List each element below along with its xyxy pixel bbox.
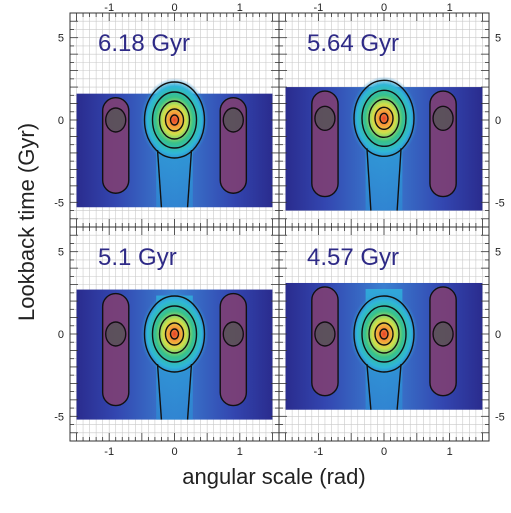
x-tick-label-top: -1: [104, 2, 114, 14]
panel-ticks: [279, 227, 489, 441]
contour-line: [379, 328, 389, 340]
x-axis-title: angular scale (rad): [182, 464, 365, 489]
x-tick-label-top: -1: [313, 2, 323, 14]
panel-title: 5.64 Gyr: [307, 30, 399, 57]
contour-line: [105, 107, 127, 133]
contour-line: [366, 148, 372, 211]
y-tick-label-left: -5: [54, 197, 64, 209]
y-tick-label-right: 5: [495, 33, 501, 45]
side-lobe: [220, 293, 247, 406]
contour-line: [314, 105, 336, 132]
contour-line: [101, 292, 130, 407]
panel-ticks: [279, 13, 489, 227]
x-tick-label-bottom: 1: [447, 446, 453, 458]
panel-1: 6.18 Gyr -1 0 1 5 0 -5: [54, 2, 280, 228]
side-lobe-core: [315, 107, 334, 130]
contour-line: [219, 292, 248, 407]
contour-line: [164, 108, 185, 132]
central-peak: [140, 78, 209, 162]
contour-line: [219, 96, 248, 194]
side-lobe-core: [106, 323, 125, 345]
y-tick-label-left: -5: [54, 411, 64, 423]
x-tick-label-top: 0: [171, 2, 177, 14]
contour-line: [164, 322, 185, 346]
contour-line: [361, 305, 407, 363]
contour-line: [311, 90, 339, 198]
contour-line: [314, 321, 336, 347]
y-tick-label-left: 5: [58, 33, 64, 45]
contour-line: [353, 295, 415, 373]
panel-title: 5.1 Gyr: [98, 244, 177, 271]
contour-line: [143, 81, 206, 159]
central-peak: [140, 292, 209, 376]
panel-ticks: [70, 227, 279, 441]
side-lobe-core: [224, 109, 243, 131]
y-tick-label-right: -5: [495, 197, 505, 209]
panel-title: 6.18 Gyr: [98, 30, 190, 57]
contour-line: [311, 286, 339, 397]
side-lobe-core: [434, 323, 453, 345]
contour-line: [353, 79, 415, 158]
y-tick-label-right: 0: [495, 329, 501, 341]
contour-line: [105, 321, 127, 347]
contour-line: [222, 107, 244, 133]
side-lobe-core: [434, 107, 453, 130]
y-tick-label-right: 5: [495, 247, 501, 259]
contour-line: [151, 91, 198, 149]
contour-line: [374, 322, 394, 346]
contour-line: [429, 286, 457, 397]
central-peak: [350, 292, 418, 376]
y-tick-label-right: 0: [495, 115, 501, 127]
contour-line: [151, 305, 198, 363]
contour-line: [156, 363, 163, 420]
contour-line: [432, 105, 454, 132]
y-axis-title: Lookback time (Gyr): [14, 123, 39, 321]
contour-line: [156, 149, 163, 208]
contour-line: [186, 149, 193, 208]
contour-line: [374, 106, 394, 131]
contour-line: [366, 363, 372, 410]
panel-4: 4.57 Gyr -1 0 1 5 0 -5: [278, 226, 505, 458]
contour-line: [429, 90, 457, 198]
contour-line: [158, 100, 191, 140]
contour-line: [361, 89, 407, 148]
contour-line: [396, 363, 402, 410]
contour-line: [158, 314, 191, 354]
x-tick-label-bottom: -1: [313, 446, 323, 458]
panel-3: 5.1 Gyr -1 0 1 5 0 -5: [54, 226, 280, 458]
x-tick-label-top: 1: [447, 2, 453, 14]
side-lobe: [102, 293, 129, 406]
y-tick-label-right: -5: [495, 411, 505, 423]
y-tick-label-left: 5: [58, 247, 64, 259]
panel-title: 4.57 Gyr: [307, 244, 399, 271]
contour-line: [379, 112, 389, 125]
side-lobe-core: [224, 323, 243, 345]
side-lobe-core: [106, 109, 125, 131]
contour-line: [396, 148, 402, 211]
contour-line: [169, 114, 180, 126]
contour-line: [368, 98, 400, 139]
x-tick-label-top: 1: [237, 2, 243, 14]
y-tick-label-left: 0: [58, 115, 64, 127]
panels-group: 6.18 Gyr -1 0 1 5 0 -5 5.64 Gyr -1 0 1 5 0 -5 5.1 Gyr -…: [54, 2, 505, 458]
contour-line: [169, 328, 180, 340]
contour-line: [143, 295, 206, 373]
x-tick-label-bottom: 1: [237, 446, 243, 458]
contour-line: [186, 363, 193, 420]
contour-line: [432, 321, 454, 347]
panel-ticks: [70, 13, 279, 227]
contour-line: [368, 314, 400, 354]
side-lobe-core: [315, 323, 334, 345]
central-peak: [350, 76, 418, 161]
x-tick-label-top: 0: [381, 2, 387, 14]
x-tick-label-bottom: 0: [171, 446, 177, 458]
x-tick-label-bottom: -1: [104, 446, 114, 458]
contour-line: [222, 321, 244, 347]
contour-line: [101, 96, 130, 194]
panel-2: 5.64 Gyr -1 0 1 5 0 -5: [278, 2, 505, 228]
x-tick-label-bottom: 0: [381, 446, 387, 458]
y-tick-label-left: 0: [58, 329, 64, 341]
